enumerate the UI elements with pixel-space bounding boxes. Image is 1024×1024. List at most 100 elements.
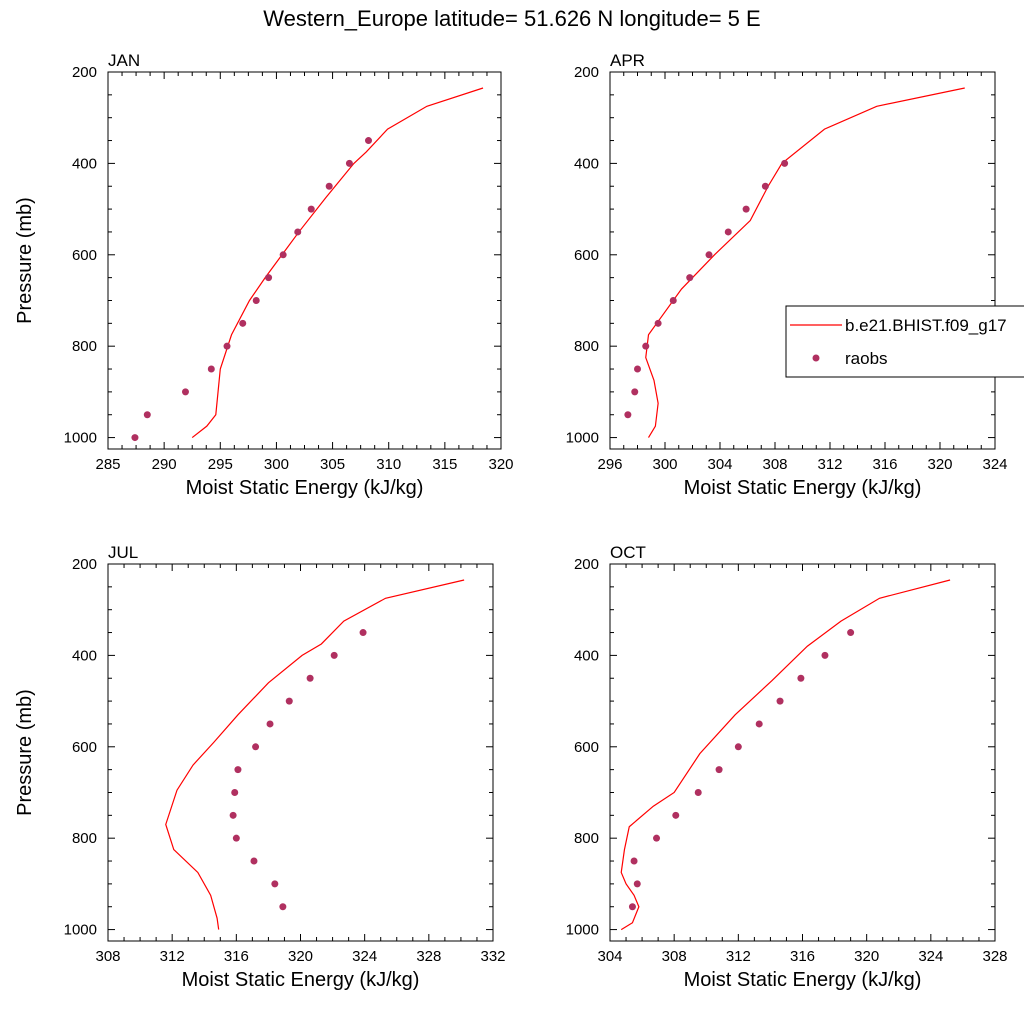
x-tick-label: 312: [817, 456, 842, 473]
legend: b.e21.BHIST.f09_g17 raobs: [785, 305, 1024, 378]
raobs-point: [755, 720, 763, 728]
raobs-point: [654, 319, 662, 327]
x-tick-label: 296: [597, 456, 622, 473]
x-tick-label: 324: [352, 948, 377, 965]
y-tick-label: 400: [72, 647, 97, 664]
raobs-point: [207, 365, 215, 373]
y-tick-label: 200: [72, 64, 97, 81]
y-tick-label: 800: [574, 338, 599, 355]
x-axis-label: Moist Static Energy (kJ/kg): [684, 477, 922, 499]
y-tick-label: 200: [574, 556, 599, 573]
raobs-point: [633, 880, 641, 888]
legend-model-label: b.e21.BHIST.f09_g17: [845, 316, 1007, 335]
raobs-point: [252, 743, 260, 751]
raobs-point: [686, 274, 694, 282]
raobs-point: [307, 205, 315, 213]
x-tick-label: 290: [152, 456, 177, 473]
raobs-point: [229, 811, 237, 819]
x-tick-label: 304: [597, 948, 622, 965]
legend-obs-marker: [812, 354, 820, 362]
raobs-point: [624, 411, 632, 419]
raobs-point: [781, 159, 789, 167]
raobs-point: [131, 434, 139, 442]
raobs-point: [359, 629, 367, 637]
x-tick-label: 320: [488, 456, 513, 473]
x-tick-label: 308: [662, 948, 687, 965]
raobs-point: [234, 766, 242, 774]
raobs-point: [223, 342, 231, 350]
x-tick-label: 328: [982, 948, 1007, 965]
raobs-point: [821, 651, 829, 659]
plot-frame: [609, 563, 996, 942]
x-tick-label: 320: [927, 456, 952, 473]
y-tick-label: 200: [574, 64, 599, 81]
raobs-point: [672, 811, 680, 819]
figure-title: Western_Europe latitude= 51.626 N longit…: [263, 6, 760, 31]
x-tick-label: 285: [95, 456, 120, 473]
series-line-model: [191, 87, 484, 439]
raobs-point: [239, 319, 247, 327]
plot-frame: [107, 71, 502, 450]
raobs-point: [734, 743, 742, 751]
x-tick-label: 320: [288, 948, 313, 965]
raobs-point: [231, 788, 239, 796]
x-tick-label: 316: [872, 456, 897, 473]
raobs-point: [847, 629, 855, 637]
raobs-point: [306, 674, 314, 682]
x-tick-label: 332: [480, 948, 505, 965]
x-axis-label: Moist Static Energy (kJ/kg): [182, 969, 420, 991]
y-tick-label: 800: [574, 830, 599, 847]
y-tick-label: 600: [574, 739, 599, 756]
x-tick-label: 328: [416, 948, 441, 965]
raobs-point: [266, 720, 274, 728]
panel-jul: 308 312 316 320 324 328 332 200 400 600 800 1000 JUL…: [14, 543, 506, 991]
raobs-point: [776, 697, 784, 705]
y-tick-label: 400: [574, 155, 599, 172]
panel-oct: 304 308 312 316 320 324 328 200 400 600 800 1000 OCT…: [566, 543, 1008, 991]
raobs-point: [365, 137, 373, 145]
raobs-point: [330, 651, 338, 659]
raobs-point: [232, 834, 240, 842]
legend-box: [785, 305, 1024, 378]
panel-apr: 296 300 304 308 312 316 320 324 200 400 600 800 1000…: [566, 51, 1008, 499]
x-tick-label: 316: [790, 948, 815, 965]
series-line-model: [620, 579, 951, 931]
y-tick-label: 600: [72, 739, 97, 756]
raobs-point: [761, 182, 769, 190]
raobs-point: [271, 880, 279, 888]
y-axis-label: Pressure (mb): [14, 197, 36, 324]
raobs-point: [250, 857, 258, 865]
raobs-point: [642, 342, 650, 350]
panel-title: JUL: [108, 543, 138, 562]
panel-title: OCT: [610, 543, 646, 562]
raobs-point: [694, 788, 702, 796]
raobs-point: [797, 674, 805, 682]
y-tick-label: 400: [574, 647, 599, 664]
raobs-point: [715, 766, 723, 774]
x-tick-label: 316: [224, 948, 249, 965]
raobs-point: [628, 903, 636, 911]
x-tick-label: 300: [652, 456, 677, 473]
y-tick-label: 1000: [566, 430, 599, 447]
y-tick-label: 200: [72, 556, 97, 573]
raobs-point: [181, 388, 189, 396]
y-axis-label: Pressure (mb): [14, 689, 36, 816]
raobs-point: [252, 296, 260, 304]
raobs-point: [345, 159, 353, 167]
panel-title: JAN: [108, 51, 140, 70]
x-tick-label: 324: [918, 948, 943, 965]
x-tick-label: 304: [707, 456, 732, 473]
y-tick-label: 800: [72, 338, 97, 355]
raobs-point: [742, 205, 750, 213]
x-tick-label: 300: [264, 456, 289, 473]
x-tick-label: 308: [95, 948, 120, 965]
panel-title: APR: [610, 51, 645, 70]
y-tick-label: 1000: [64, 922, 97, 939]
raobs-point: [279, 903, 287, 911]
x-tick-label: 324: [982, 456, 1007, 473]
plot-frame: [609, 71, 996, 450]
raobs-point: [630, 857, 638, 865]
panel-jan: 285 290 295 300 305 310 315 320 200 400 600 800 1000…: [14, 51, 514, 499]
y-tick-label: 600: [574, 247, 599, 264]
y-tick-label: 1000: [566, 922, 599, 939]
